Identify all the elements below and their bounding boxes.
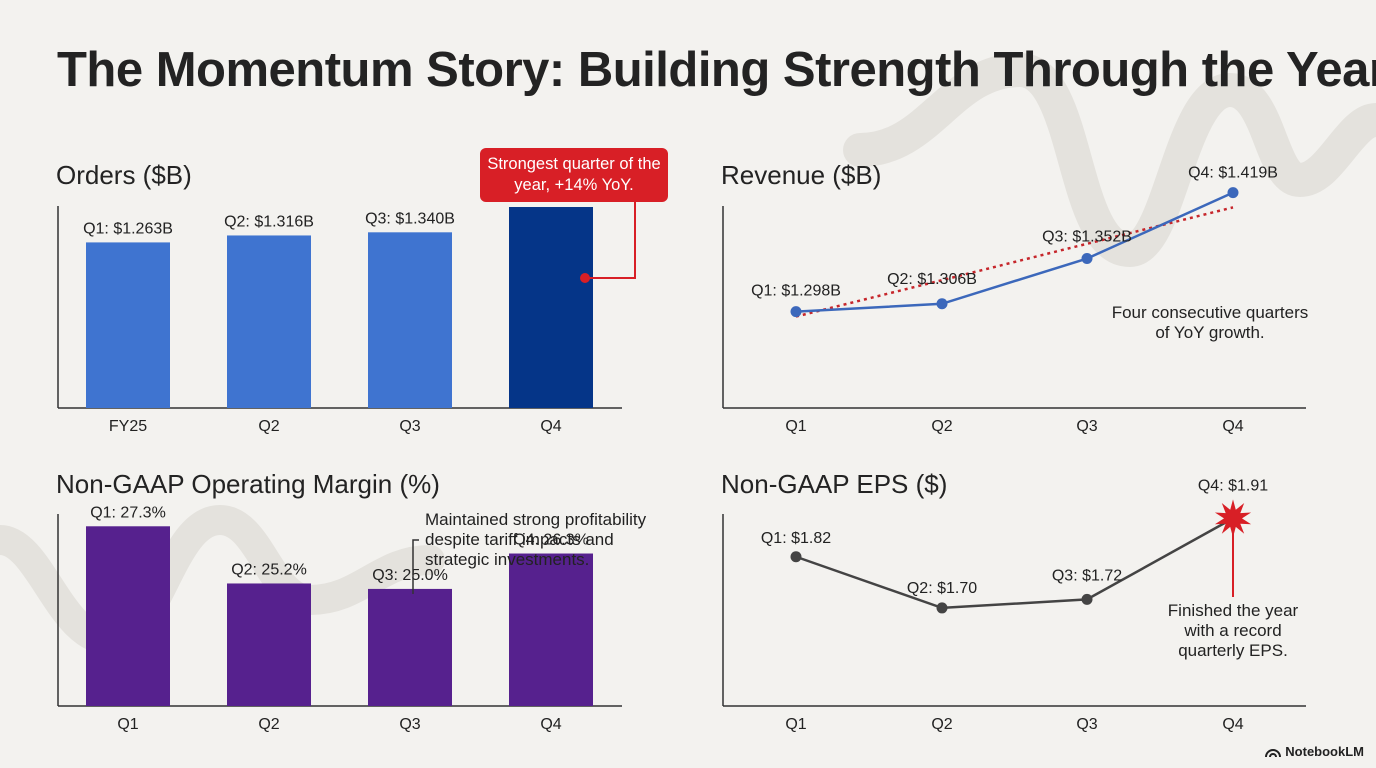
- revenue-chart-title: Revenue ($B): [721, 160, 882, 190]
- eps-series-line: [795, 517, 1234, 610]
- margin-tick-label: Q3: [399, 716, 420, 733]
- eps-point-q1: [790, 551, 802, 563]
- brand-mark: NotebookLM: [1265, 744, 1364, 759]
- eps-data-label: Q4: $1.91: [1198, 477, 1268, 494]
- orders-callout: Strongest quarter of the year, +14% YoY.: [480, 148, 668, 202]
- margin-bar-q1: [86, 526, 170, 706]
- eps-tick-label: Q4: [1222, 716, 1243, 733]
- eps-tick-label: Q2: [931, 716, 952, 733]
- revenue-tick-label: Q1: [785, 418, 806, 435]
- margin-data-label: Q2: 25.2%: [231, 561, 307, 578]
- margin-data-label: Q3: 25.0%: [372, 567, 448, 584]
- orders-data-label: Q3: $1.340B: [365, 210, 455, 227]
- eps-tick-label: Q1: [785, 716, 806, 733]
- revenue-trendline: [795, 206, 1234, 318]
- revenue-point-q2: [936, 298, 948, 310]
- orders-callout-marker: [580, 273, 590, 283]
- orders-bar-fy25: [86, 242, 170, 408]
- margin-bar-q4: [509, 553, 593, 706]
- eps-chart-title: Non-GAAP EPS ($): [721, 469, 948, 499]
- revenue-series-line: [795, 191, 1234, 313]
- margin-tick-label: Q2: [258, 716, 279, 733]
- orders-callout-connector: [585, 200, 636, 279]
- orders-chart-title: Orders ($B): [56, 160, 192, 190]
- page-title: The Momentum Story: Building Strength Th…: [57, 43, 1376, 97]
- eps-note: Finished the year with a record quarterl…: [1167, 601, 1299, 660]
- revenue-tick-label: Q2: [931, 418, 952, 435]
- eps-point-q3: [1081, 593, 1093, 605]
- margin-bar-q3: [368, 588, 452, 706]
- orders-tick-label: Q3: [399, 418, 420, 435]
- eps-tick-label: Q3: [1076, 716, 1097, 733]
- revenue-data-label: Q4: $1.419B: [1188, 165, 1278, 182]
- margin-tick-label: Q1: [117, 716, 138, 733]
- margin-chart-title: Non-GAAP Operating Margin (%): [56, 469, 440, 499]
- notebooklm-logo-icon: [1265, 748, 1282, 757]
- revenue-data-label: Q1: $1.298B: [751, 283, 841, 300]
- eps-record-starburst-icon: [1214, 499, 1252, 538]
- orders-data-label: Q1: $1.263B: [83, 220, 173, 237]
- margin-data-label: Q4: 26.3%: [513, 532, 589, 549]
- revenue-point-q4: [1227, 187, 1239, 199]
- eps-point-q2: [936, 602, 948, 614]
- brand-name: NotebookLM: [1285, 744, 1364, 759]
- margin-bar-q2: [227, 583, 311, 706]
- margin-tick-label: Q4: [540, 716, 561, 733]
- revenue-data-label: Q3: $1.352B: [1042, 229, 1132, 246]
- orders-tick-label: Q2: [258, 418, 279, 435]
- orders-tick-label: Q4: [540, 418, 561, 435]
- orders-data-label: Q2: $1.316B: [224, 213, 314, 230]
- orders-tick-label: FY25: [109, 418, 147, 435]
- revenue-point-q3: [1081, 253, 1093, 265]
- orders-bar-q3: [368, 232, 452, 408]
- eps-data-label: Q1: $1.82: [761, 530, 831, 547]
- margin-note: Maintained strong profitability despite …: [425, 510, 647, 569]
- revenue-note: Four consecutive quarters of YoY growth.: [1111, 303, 1309, 342]
- orders-bar-q4: [509, 207, 593, 408]
- revenue-data-label: Q2: $1.306B: [887, 271, 977, 288]
- eps-data-label: Q3: $1.72: [1052, 567, 1122, 584]
- orders-bar-q2: [227, 235, 311, 408]
- revenue-tick-label: Q4: [1222, 418, 1243, 435]
- margin-data-label: Q1: 27.3%: [90, 504, 166, 521]
- margin-note-connector: [412, 539, 419, 594]
- eps-data-label: Q2: $1.70: [907, 580, 977, 597]
- revenue-point-q1: [790, 306, 802, 318]
- revenue-tick-label: Q3: [1076, 418, 1097, 435]
